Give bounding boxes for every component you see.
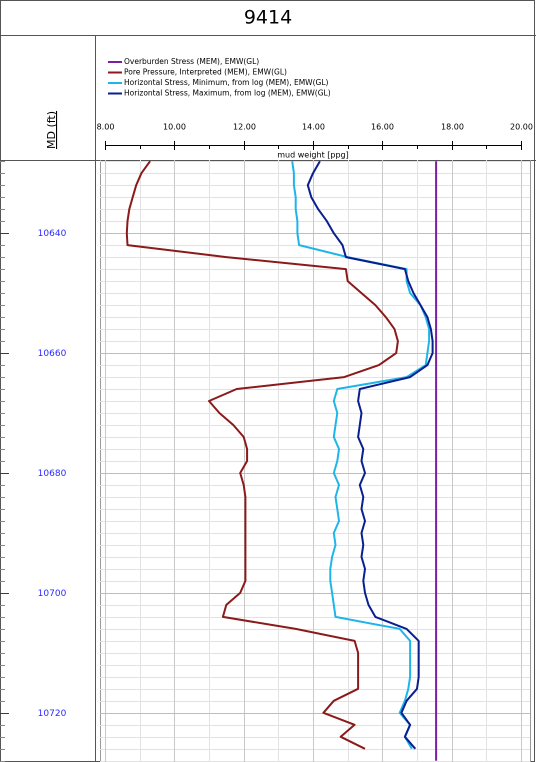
x-tick-label: 8.00	[97, 123, 115, 132]
x-tick-label: 10.00	[163, 123, 186, 132]
legend-label: Horizontal Stress, Minimum, from log (ME…	[124, 78, 329, 87]
y-tick-label: 10660	[38, 349, 67, 359]
y-tick-label: 10680	[38, 469, 67, 479]
legend-label: Overburden Stress (MEM), EMW(GL)	[124, 57, 259, 66]
y-tick-label: 10700	[38, 589, 67, 599]
x-tick-label: 18.00	[441, 123, 464, 132]
x-tick-label: 14.00	[302, 123, 325, 132]
legend-label: Horizontal Stress, Maximum, from log (ME…	[124, 89, 331, 98]
y-tick-label: 10720	[38, 709, 67, 719]
y-axis-label: MD (ft)	[45, 111, 58, 149]
x-tick-label: 12.00	[233, 123, 256, 132]
y-tick-label: 10640	[38, 229, 67, 239]
series-line	[125, 160, 399, 750]
x-tick-label: 16.00	[371, 123, 394, 132]
x-axis-label: mud weight [ppg]	[277, 151, 348, 160]
legend-label: Pore Pressure, Interpreted (MEM), EMW(GL…	[124, 68, 287, 77]
x-tick-label: 20.00	[510, 123, 533, 132]
series-line	[306, 160, 434, 750]
chart-title: 9414	[244, 7, 292, 29]
series-line	[291, 161, 431, 750]
